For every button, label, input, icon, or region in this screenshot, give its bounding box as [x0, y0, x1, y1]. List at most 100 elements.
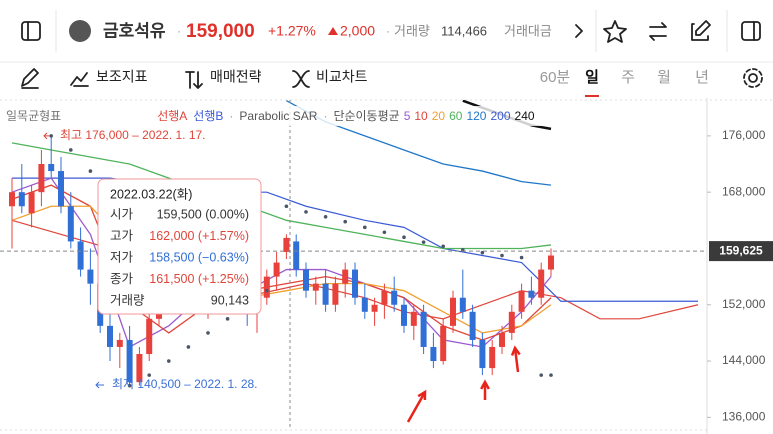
- tool-indicator[interactable]: 보조지표: [96, 69, 148, 85]
- candle-body: [9, 192, 15, 207]
- candle-body: [410, 311, 417, 326]
- period-tab[interactable]: 60분: [540, 69, 571, 86]
- annotation-low: 최저 140,500 – 2022. 1. 28.: [112, 377, 258, 391]
- candle-body: [146, 318, 153, 355]
- chart: 136,000 144,000 152,000 168,000 176,000 159,6…: [0, 98, 773, 434]
- up-triangle: [328, 27, 338, 35]
- candle-body: [489, 346, 496, 369]
- candle-body: [38, 164, 45, 193]
- period-tabs: 60분 일 주 월 년: [540, 69, 709, 97]
- legend-entry: 200: [490, 109, 510, 123]
- legend-sep: ·: [323, 109, 327, 123]
- separator: ·: [386, 24, 390, 38]
- candle-body: [528, 290, 535, 298]
- highlight-arrow-head: [480, 379, 490, 390]
- indicator-icon: [70, 72, 89, 87]
- period-tab[interactable]: 년: [695, 69, 709, 86]
- last-price-box: [709, 241, 773, 262]
- candle-body: [283, 237, 290, 252]
- legend-ma: 단순이동평균: [333, 109, 399, 123]
- legend-entry: 20: [432, 109, 446, 123]
- edit-icon[interactable]: [691, 20, 711, 41]
- candle-body: [107, 325, 113, 347]
- highlight-arrow-head: [417, 389, 427, 401]
- swap-icon[interactable]: [649, 22, 667, 41]
- sar-dot: [147, 373, 151, 377]
- favorite-icon[interactable]: [603, 20, 627, 43]
- tooltip-label: 시가: [110, 207, 134, 221]
- sar-dot: [363, 225, 367, 230]
- y-tick-label: 144,000: [722, 353, 766, 367]
- sar-dot: [539, 373, 543, 377]
- tooltip-box: [97, 178, 262, 315]
- period-tab[interactable]: 월: [657, 69, 671, 86]
- moving-average-line: [11, 142, 552, 250]
- more-arrow[interactable]: [575, 24, 583, 38]
- panel-icon[interactable]: [741, 21, 761, 41]
- sar-dot: [519, 255, 524, 260]
- separator: ·: [177, 24, 181, 38]
- settings-icon[interactable]: [748, 73, 758, 83]
- tooltip-label: 고가: [110, 229, 134, 243]
- candle-body: [352, 269, 358, 298]
- legend-entry: 5: [404, 109, 411, 123]
- legend-sar: Parabolic SAR: [239, 109, 317, 123]
- candle-body: [293, 241, 300, 270]
- sar-dot: [402, 235, 406, 240]
- legend-entry: 선행A: [157, 108, 187, 123]
- candle-body: [440, 325, 447, 362]
- candle-body: [479, 339, 486, 369]
- candle-body: [58, 171, 64, 207]
- candle-body: [450, 297, 456, 326]
- annotation-high: 최고 176,000 – 2022. 1. 17.: [60, 128, 206, 142]
- tooltip-label: 종가: [110, 272, 134, 286]
- sar-dot: [549, 373, 553, 377]
- tooltip-value: 161,500 (+1.25%): [149, 272, 249, 286]
- legend-entry: 240: [515, 109, 535, 123]
- candle-body: [67, 206, 74, 242]
- period-selected-underline: [585, 95, 599, 97]
- settings-icon-ring: [743, 68, 763, 88]
- sar-dot: [167, 359, 171, 363]
- candle-body: [361, 297, 368, 312]
- legend-entry: 10: [414, 109, 428, 123]
- candle-body: [430, 346, 437, 362]
- candle-body: [303, 269, 309, 291]
- sar-dot: [206, 331, 210, 335]
- tool-compare[interactable]: 비교차트: [316, 69, 368, 85]
- legend-entry: 선행B: [193, 108, 223, 123]
- sar-dot: [284, 204, 289, 209]
- sar-dot: [500, 253, 504, 258]
- annotation-arrow: [95, 381, 104, 389]
- candle-body: [312, 283, 319, 291]
- candle-body: [459, 297, 466, 312]
- candle-body: [116, 339, 123, 347]
- legend-entry: 60: [449, 109, 463, 123]
- tooltip-label: 저가: [110, 250, 134, 264]
- tool-strategy[interactable]: 매매전략: [210, 69, 262, 85]
- candle-body: [499, 332, 505, 347]
- candle-body: [518, 290, 525, 312]
- candle-body: [48, 164, 55, 172]
- candle-body: [273, 262, 280, 277]
- sidebar-icon[interactable]: [21, 21, 41, 41]
- sar-dot: [421, 240, 426, 244]
- candle-body: [508, 311, 515, 333]
- candle-body: [87, 269, 94, 284]
- highlight-arrow: [406, 391, 427, 423]
- candle-body: [391, 290, 398, 305]
- tooltip-value: 162,000 (+1.57%): [149, 229, 249, 243]
- highlight-arrow-head: [510, 345, 521, 356]
- period-tab[interactable]: 주: [621, 69, 635, 86]
- tooltip-date: 2022.03.22(화): [110, 187, 192, 201]
- candle-body: [420, 311, 427, 347]
- highlight-arrow: [513, 347, 520, 373]
- draw-icon[interactable]: [21, 68, 39, 89]
- toolbar: 보조지표 매매전략 비교차트 60분 일 주 월 년: [21, 68, 763, 97]
- stock-name: 금호석유: [103, 21, 166, 40]
- period-tab[interactable]: 일: [585, 69, 599, 86]
- strategy-icon: [185, 71, 203, 89]
- candle-body: [18, 192, 25, 207]
- tooltip-label: 거래량: [110, 293, 145, 307]
- sar-dot: [186, 345, 191, 349]
